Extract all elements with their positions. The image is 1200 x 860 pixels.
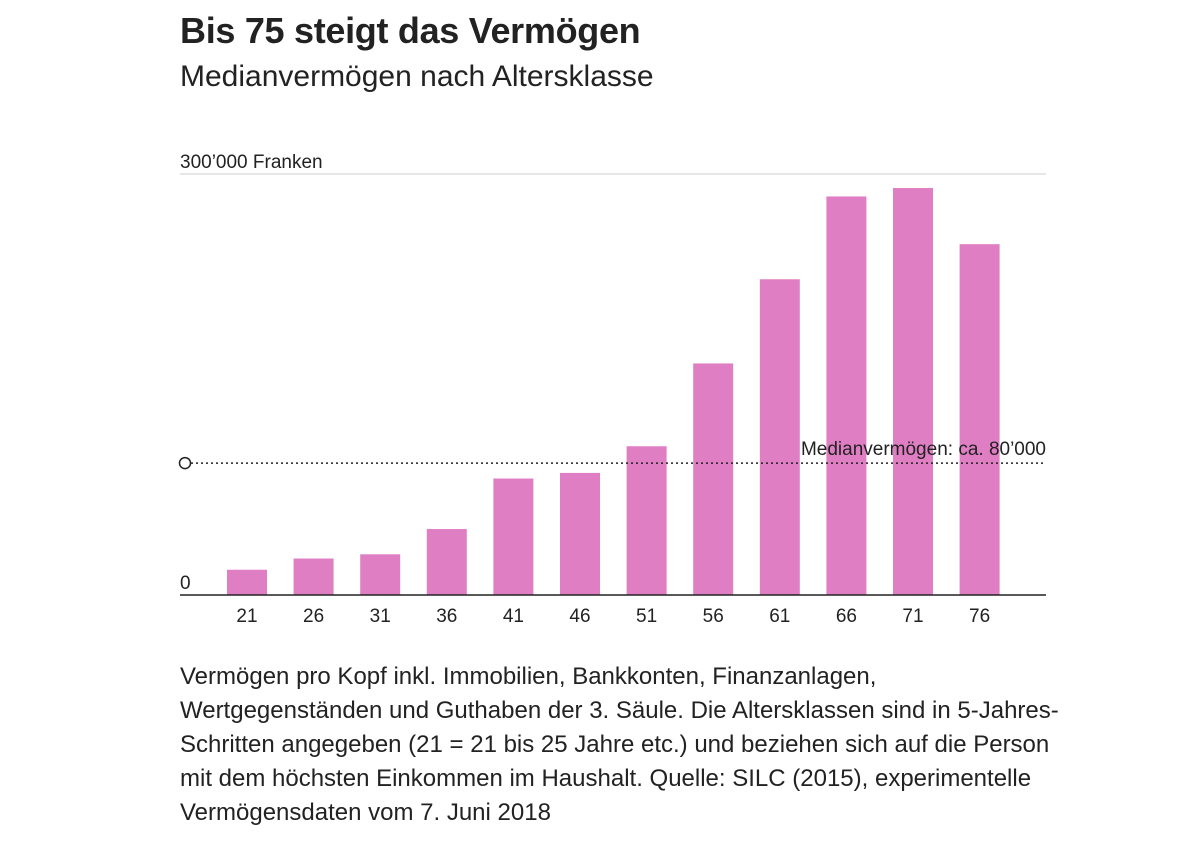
bar-age-41 <box>493 478 534 595</box>
bar-age-56 <box>693 363 734 595</box>
x-tick-label: 66 <box>836 606 857 627</box>
x-tick-label: 76 <box>969 606 990 627</box>
bars-group <box>227 188 1000 596</box>
bar-age-36 <box>426 529 467 595</box>
chart-footnote: Vermögen pro Kopf inkl. Immobilien, Bank… <box>180 663 1059 826</box>
x-tick-label: 36 <box>436 606 457 627</box>
bar-age-76 <box>959 244 1000 595</box>
x-tick-label: 46 <box>569 606 590 627</box>
bar-age-66 <box>826 196 867 595</box>
x-tick-label: 56 <box>703 606 724 627</box>
x-tick-label: 26 <box>303 606 324 627</box>
chart-subtitle: Medianvermögen nach Altersklasse <box>180 60 654 93</box>
x-tick-label: 71 <box>902 606 923 627</box>
bar-age-61 <box>759 279 800 595</box>
x-tick-label: 31 <box>370 606 391 627</box>
median-reference-marker <box>178 456 192 470</box>
bar-age-71 <box>893 188 933 596</box>
y-axis-zero-label: 0 <box>180 573 191 594</box>
x-tick-labels: 21 26 31 36 41 46 51 56 61 66 71 76 <box>236 606 990 627</box>
x-tick-label: 61 <box>769 606 790 627</box>
chart-title: Bis 75 steigt das Vermögen <box>180 10 641 51</box>
median-reference-label: Medianvermögen: ca. 80’000 <box>801 439 1046 460</box>
bar-age-51 <box>626 446 667 595</box>
x-tick-label: 41 <box>503 606 524 627</box>
x-tick-label: 51 <box>636 606 657 627</box>
bar-chart: 300’000 Franken 0 21 26 31 36 41 46 51 56 61 66 71… <box>178 152 1046 627</box>
y-axis-top-label: 300’000 Franken <box>180 152 323 173</box>
bar-age-46 <box>560 472 600 595</box>
bar-age-26 <box>293 558 334 595</box>
bar-age-31 <box>360 554 401 595</box>
x-tick-label: 21 <box>236 606 257 627</box>
bar-age-21 <box>227 569 267 595</box>
